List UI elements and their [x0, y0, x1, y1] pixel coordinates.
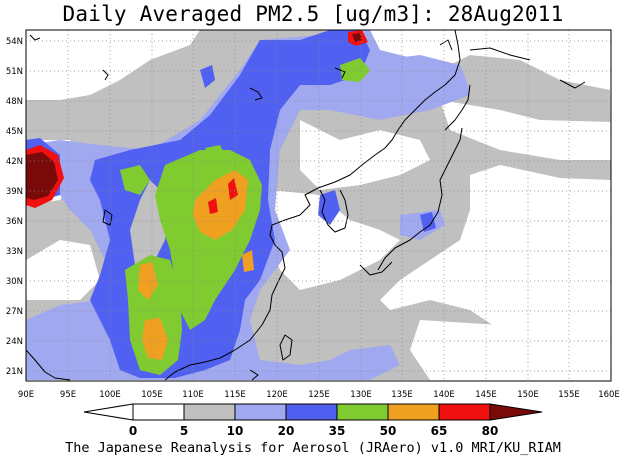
pm25-field: [26, 30, 611, 381]
lon-label: 135E: [391, 390, 413, 400]
colorbar-segment: [336, 403, 389, 421]
longitude-axis: 90E 95E 100E 105E 110E 115E 120E 125E 13…: [18, 390, 620, 400]
lon-label: 105E: [141, 390, 163, 400]
lat-label: 33N: [6, 247, 23, 257]
map-title: Daily Averaged PM2.5 [ug/m3]: 28Aug2011: [62, 2, 564, 26]
lon-label: 140E: [433, 390, 455, 400]
lat-label: 39N: [6, 187, 23, 197]
graticule: [26, 30, 611, 381]
lon-label: 120E: [266, 390, 288, 400]
lon-label: 125E: [308, 390, 330, 400]
map-frame: [25, 29, 612, 382]
map-footer: The Japanese Reanalysis for Aerosol (JRA…: [65, 440, 561, 456]
colorbar-segment: [234, 403, 287, 421]
lon-label: 150E: [517, 390, 539, 400]
colorbar-tick-label: 20: [278, 424, 295, 438]
colorbar-tick-label: 10: [227, 424, 244, 438]
latitude-axis: 54N 51N 48N 45N 42N 39N 36N 33N 30N 27N …: [6, 37, 23, 377]
colorbar-segment-lower-arrow: [83, 403, 134, 421]
lat-label: 30N: [6, 277, 23, 287]
colorbar-segment-upper-arrow: [489, 403, 543, 421]
lon-label: 110E: [182, 390, 204, 400]
colorbar-tick-label: 35: [329, 424, 346, 438]
colorbar-segment: [438, 403, 491, 421]
colorbar-tick-label: 0: [129, 424, 137, 438]
pm25-band-65-80: [208, 198, 218, 214]
colorbar-ticks: 0 5 10 20 35 50 65 80: [129, 424, 499, 438]
lat-label: 42N: [6, 157, 23, 167]
colorbar-segment: [387, 403, 440, 421]
lat-label: 48N: [6, 97, 23, 107]
lon-label: 95E: [60, 390, 76, 400]
colorbar-tick-label: 80: [482, 424, 499, 438]
colorbar-segment: [132, 403, 185, 421]
colorbar-segment: [285, 403, 338, 421]
lat-label: 21N: [6, 367, 23, 377]
pm25-band-80-plus: [26, 152, 58, 200]
lat-label: 27N: [6, 307, 23, 317]
lon-label: 130E: [350, 390, 372, 400]
colorbar-tick-label: 50: [380, 424, 397, 438]
lat-label: 24N: [6, 337, 23, 347]
lon-label: 100E: [99, 390, 121, 400]
lon-label: 115E: [224, 390, 246, 400]
lon-label: 90E: [18, 390, 34, 400]
lat-label: 51N: [6, 67, 23, 77]
colorbar-segment: [183, 403, 236, 421]
lon-label: 145E: [475, 390, 497, 400]
coastlines: [26, 30, 586, 381]
lat-label: 45N: [6, 127, 23, 137]
colorbar-tick-label: 5: [180, 424, 188, 438]
colorbar: [83, 403, 543, 421]
lon-label: 160E: [598, 390, 620, 400]
lon-label: 155E: [558, 390, 580, 400]
lat-label: 36N: [6, 217, 23, 227]
lat-label: 54N: [6, 37, 23, 47]
colorbar-tick-label: 65: [431, 424, 448, 438]
